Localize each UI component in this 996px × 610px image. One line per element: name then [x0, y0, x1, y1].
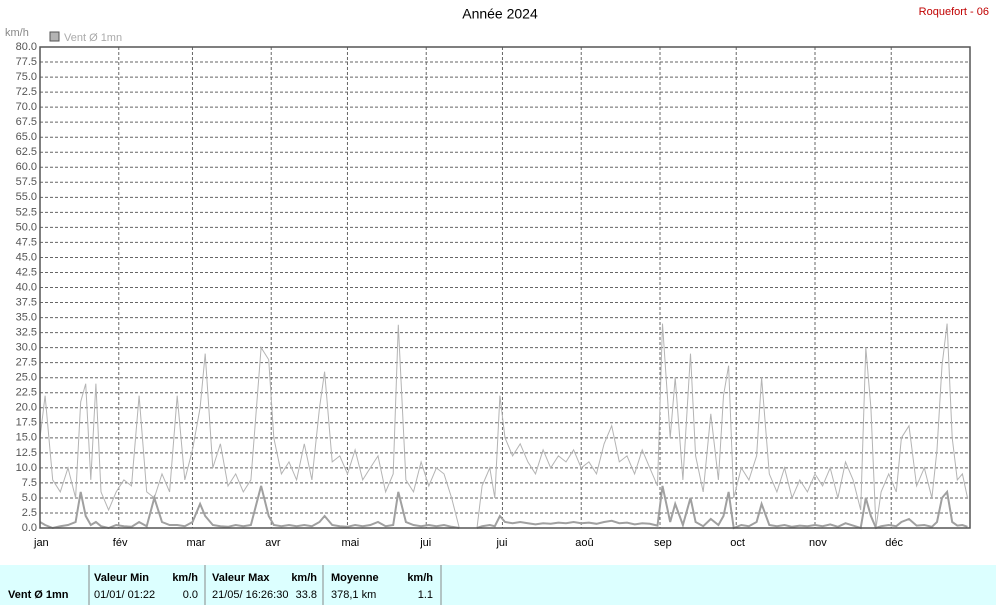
- y-tick-label: 60.0: [16, 161, 37, 173]
- y-tick-label: 5.0: [22, 492, 37, 504]
- column-header: Valeur Max: [212, 572, 270, 584]
- y-tick-label: 22.5: [16, 387, 37, 399]
- column-header: Moyenne: [331, 572, 379, 584]
- column-when: 378,1 km: [331, 589, 376, 601]
- chart-title: Année 2024: [462, 6, 538, 22]
- y-tick-label: 17.5: [16, 417, 37, 429]
- y-tick-label: 40.0: [16, 281, 37, 293]
- x-tick-label: jan: [33, 537, 49, 549]
- x-tick-label: mai: [341, 537, 359, 549]
- x-tick-label: fév: [113, 537, 128, 549]
- y-tick-label: 7.5: [22, 477, 37, 489]
- legend-label: Vent Ø 1mn: [64, 32, 122, 44]
- y-tick-label: 52.5: [16, 206, 37, 218]
- y-tick-label: 0.0: [22, 522, 37, 534]
- y-tick-label: 37.5: [16, 296, 37, 308]
- station: Roquefort - 06: [919, 6, 989, 18]
- column-value: 1.1: [418, 589, 433, 601]
- x-tick-label: jui: [495, 537, 507, 549]
- y-tick-label: 32.5: [16, 327, 37, 339]
- y-tick-label: 70.0: [16, 101, 37, 113]
- column-when: 01/01/ 01:22: [94, 589, 155, 601]
- y-tick-label: 72.5: [16, 86, 37, 98]
- column-unit: km/h: [407, 572, 433, 584]
- column-value: 33.8: [296, 589, 317, 601]
- series-line: [39, 323, 968, 529]
- x-tick-label: avr: [265, 537, 281, 549]
- y-tick-label: 12.5: [16, 447, 37, 459]
- y-tick-label: 15.0: [16, 432, 37, 444]
- y-tick-label: 2.5: [22, 507, 37, 519]
- y-tick-label: 55.0: [16, 191, 37, 203]
- y-tick-label: 57.5: [16, 176, 37, 188]
- y-tick-label: 50.0: [16, 221, 37, 233]
- column-header: Valeur Min: [94, 572, 149, 584]
- y-tick-label: 10.0: [16, 462, 37, 474]
- series-line: [39, 485, 968, 530]
- y-tick-label: 42.5: [16, 266, 37, 278]
- y-tick-label: 75.0: [16, 71, 37, 83]
- y-unit: km/h: [5, 27, 29, 39]
- column-unit: km/h: [291, 572, 317, 584]
- y-tick-label: 35.0: [16, 311, 37, 323]
- x-tick-label: oct: [730, 537, 745, 549]
- y-tick-label: 65.0: [16, 131, 37, 143]
- column-unit: km/h: [172, 572, 198, 584]
- y-tick-label: 67.5: [16, 116, 37, 128]
- row-label: Vent Ø 1mn: [8, 589, 69, 601]
- x-tick-label: déc: [885, 537, 903, 549]
- x-tick-label: aoû: [575, 537, 593, 549]
- x-tick-label: sep: [654, 537, 672, 549]
- y-tick-label: 47.5: [16, 236, 37, 248]
- y-tick-label: 45.0: [16, 251, 37, 263]
- plot-frame: [39, 46, 971, 529]
- column-value: 0.0: [183, 589, 198, 601]
- y-tick-label: 30.0: [16, 342, 37, 354]
- y-tick-label: 80.0: [16, 41, 37, 53]
- legend-swatch: [49, 31, 60, 42]
- stats: Valeur Min km/h 01/01/ 01:22 0.0 Valeur Max k…: [94, 572, 433, 601]
- x-tick-label: mar: [186, 537, 205, 549]
- x-tick-label: jui: [419, 537, 431, 549]
- y-tick-label: 62.5: [16, 146, 37, 158]
- stats-band: [0, 565, 996, 605]
- y-tick-label: 25.0: [16, 372, 37, 384]
- y-tick-label: 20.0: [16, 402, 37, 414]
- y-tick-label: 27.5: [16, 357, 37, 369]
- column-when: 21/05/ 16:26:30: [212, 589, 288, 601]
- y-tick-label: 77.5: [16, 56, 37, 68]
- x-tick-label: nov: [809, 537, 827, 549]
- plot: [39, 46, 970, 530]
